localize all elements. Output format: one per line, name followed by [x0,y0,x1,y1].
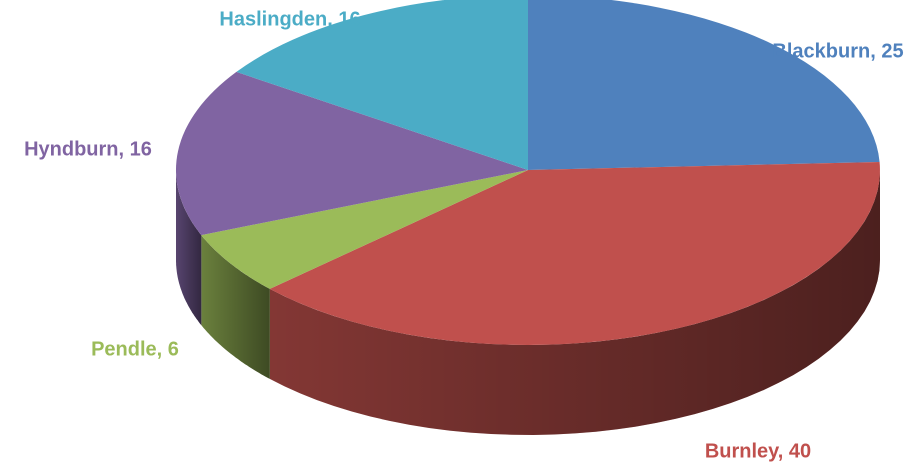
slice [269,162,880,345]
data-label: Haslingden, 16 [219,8,360,30]
slice [201,170,529,289]
slice [528,0,880,170]
data-label: Blackburn, 25 [772,40,903,62]
slice-side-shade [201,235,270,379]
slice [236,0,528,170]
data-labels: Blackburn, 25 Burnley, 40 Pendle, 6 Hyndbur… [24,8,903,462]
slice-side-shade [176,170,202,326]
data-label: Burnley, 40 [705,440,811,462]
data-label: Pendle, 6 [91,338,179,360]
pie-sides [176,170,880,435]
slice [175,71,528,236]
data-label: Hyndburn, 16 [24,138,152,160]
pie-tops [175,0,880,345]
slice-side-shade [269,170,880,435]
